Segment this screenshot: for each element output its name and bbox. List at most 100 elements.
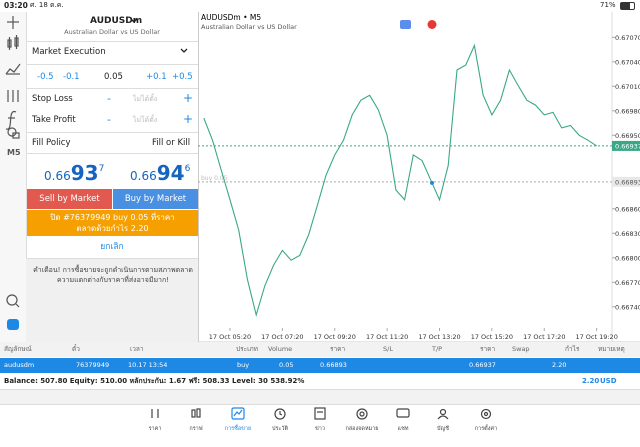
divider [26,132,198,133]
tab-icon [196,408,201,418]
take-profit-value[interactable]: ไม่ได้ตั้ง [133,116,158,124]
stop-loss-value[interactable]: ไม่ได้ตั้ง [133,95,158,103]
tab-icon [439,408,447,416]
ask-price: 0.66946 [130,163,190,183]
battery: 71% [600,1,616,9]
column-header: ราคา [480,345,496,353]
execution-row[interactable] [26,41,198,65]
volume-minus[interactable]: -0.5 [37,72,54,82]
stop-loss-label: Stop Loss [32,94,73,104]
timeframe[interactable]: M5 [7,148,21,157]
x-tick-label: 17 Oct 19:20 [575,333,617,341]
search-icon[interactable] [6,294,20,308]
volume-plus[interactable]: +0.5 [172,72,193,82]
y-tick-label: 0.67070 [615,34,640,42]
tab-label[interactable]: กล่องจดหมาย [345,426,378,432]
trade-icon[interactable] [400,20,411,29]
order-line-label: buy 0.05 [201,175,228,182]
objects-icon[interactable] [7,127,20,139]
y-tick-label: 0.66740 [615,303,640,311]
tab[interactable] [396,408,410,418]
y-tick-label: 0.67040 [615,58,640,66]
y-tick-label: 0.66980 [615,107,640,115]
close-order-button[interactable]: ปิด #76379949 buy 0.05 ที่ราคาตลาดด้วยกำ… [27,210,198,236]
bid-head: 0.66 [44,169,71,183]
tab-label[interactable]: แชท [398,425,409,432]
tab-icon [480,408,492,420]
x-tick-label: 17 Oct 05:20 [209,333,251,341]
order-price-label: 0.66893 [615,178,640,186]
panel-symbol[interactable]: AUDUSDm [90,16,143,26]
candles-icon[interactable] [7,35,19,50]
x-tick-label: 17 Oct 17:20 [523,333,565,341]
take-profit-minus[interactable]: - [107,113,111,126]
y-tick-label: 0.66830 [615,230,640,238]
stop-loss-minus[interactable]: - [107,92,111,105]
column-header: ตั๋ว [72,345,80,353]
sell-button[interactable]: Sell by Market [27,189,112,209]
tab-icon [356,408,368,420]
volume-minus[interactable]: -0.1 [63,72,80,82]
tab[interactable] [480,408,492,420]
trade-time: 10.17 13:54 [128,361,168,369]
table-header [0,342,640,357]
function-icon[interactable] [5,110,17,130]
volume[interactable]: 0.05 [104,72,123,82]
tab-label[interactable]: การซื้อขาย [225,424,251,432]
ask-tail: 6 [184,164,191,174]
tab-label[interactable]: ข่าว [315,426,325,432]
volume-plus[interactable]: +0.1 [146,72,167,82]
execution-type[interactable]: Market Execution [32,47,106,57]
tab-icon [279,411,283,416]
tab-label[interactable]: ประวัติ [272,425,288,432]
ask-head: 0.66 [130,169,157,183]
settings-icon[interactable] [7,90,19,102]
trade-symbol: audusdm [4,361,35,369]
bid-big: 93 [70,161,99,185]
divider [26,88,198,89]
tab-label[interactable]: กราฟ [189,425,202,432]
status-time: 03:20 [4,1,28,10]
divider [26,153,198,154]
tab-label[interactable]: บัญชี [437,425,449,432]
tab[interactable] [274,408,286,420]
tab-icon [191,409,196,418]
trade-row[interactable] [0,358,640,373]
crosshair-icon[interactable] [7,16,19,29]
close-icon[interactable] [427,20,437,29]
tab-label[interactable]: การตั้งค่า [475,424,497,432]
trade-profit: 2.20 [552,361,567,369]
bid-price-box [612,140,640,151]
cancel-button[interactable]: ยกเลิก [100,242,124,252]
tab-bar: ราคา กราฟ การซื้อขาย ประวัติ ข่าว กล่องจดหมาย… [149,407,497,432]
take-profit-plus[interactable]: + [183,112,194,126]
status-date: ศ. 18 ต.ค. [30,1,64,9]
order-entry [430,180,434,185]
buy-button[interactable]: Buy by Market [113,189,198,209]
tab-icon [231,407,245,420]
stop-loss-plus[interactable]: + [183,91,194,105]
app-icon[interactable] [7,319,19,330]
toolbar [0,12,27,342]
tab[interactable] [151,409,159,418]
column-header: Swap [512,345,530,353]
indicators-icon[interactable] [5,63,21,75]
bid-tail: 7 [98,164,105,174]
column-header: กำไร [565,345,580,353]
tab-icon [274,408,286,420]
order-panel [26,12,199,342]
tab[interactable] [314,407,326,420]
tab[interactable] [191,408,201,418]
symbol-chevron[interactable] [130,18,138,24]
tab-icon [396,408,410,418]
tab[interactable] [356,408,368,420]
column-header: สัญลักษณ์ [4,345,32,353]
y-tick-label: 0.66950 [615,132,640,140]
tab[interactable] [231,407,245,420]
tab-icon [483,411,489,417]
tab[interactable] [437,408,449,420]
tab-label[interactable]: ราคา [149,426,162,432]
execution-chevron[interactable] [180,48,188,54]
fill-policy-value[interactable]: Fill or Kill [152,138,191,148]
